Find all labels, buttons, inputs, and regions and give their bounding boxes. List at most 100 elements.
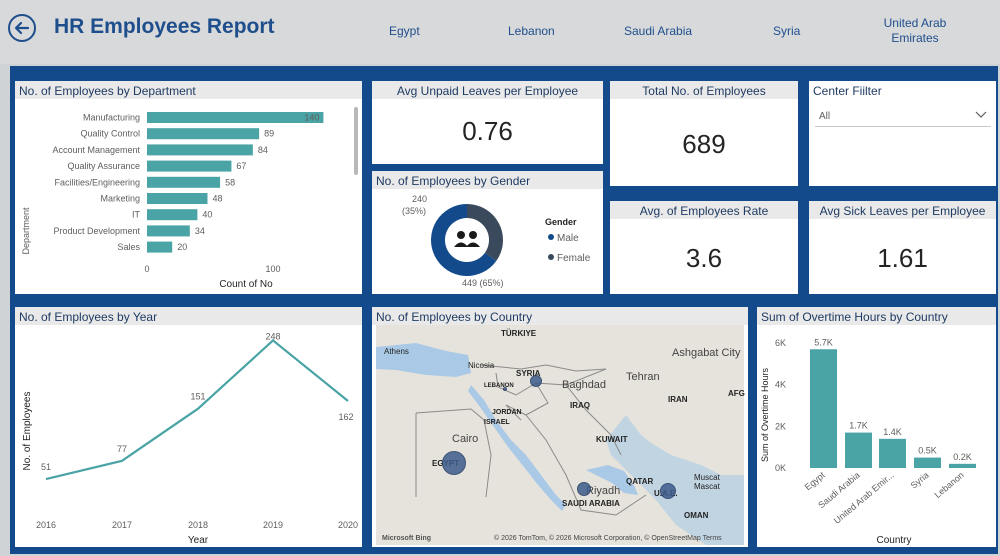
map-label-riyadh: Riyadh: [586, 485, 621, 497]
center-filter-value: All: [819, 111, 831, 122]
ot-bar[interactable]: [810, 349, 837, 468]
card-header: [15, 81, 362, 99]
dept-data-label: 40: [202, 210, 212, 220]
map-label-nicosia: Nicosia: [468, 361, 495, 370]
department-chart-title: No. of Employees by Department: [19, 84, 196, 98]
total-employees-title: Total No. of Employees: [642, 84, 766, 98]
male-legend-marker: [548, 234, 554, 240]
map-label-turkiye: TÜRKIYE: [501, 329, 537, 338]
dept-bar[interactable]: [147, 144, 253, 156]
center-filter-dropdown[interactable]: All: [815, 105, 991, 127]
map-bubble-egypt[interactable]: [442, 451, 466, 475]
report-header: HR Employees Report Egypt Lebanon Saudi …: [0, 0, 1000, 64]
dept-bar[interactable]: [147, 241, 173, 253]
sick-leaves-title: Avg Sick Leaves per Employee: [819, 204, 986, 218]
year-data-label: 151: [190, 392, 205, 402]
map-label-saudi-arabia: SAUDI ARABIA: [562, 499, 620, 508]
scrollbar[interactable]: [354, 107, 358, 175]
dept-bar[interactable]: [147, 209, 198, 221]
department-chart-card: No. of Employees by Department Departmen…: [15, 81, 362, 294]
map-label-athens: Athens: [384, 347, 409, 356]
year-chart-card: No. of Employees by Year No. of Employee…: [15, 307, 362, 547]
gender-chart-card: No. of Employees by Gender 240 (35%) 449…: [372, 171, 603, 294]
dept-data-label: 20: [177, 242, 187, 252]
ot-bar[interactable]: [914, 457, 941, 468]
tab-egypt[interactable]: Egypt: [389, 24, 420, 38]
dept-data-label: 34: [195, 226, 205, 236]
year-line-series[interactable]: [45, 338, 349, 481]
dept-x-tick-0: 0: [144, 264, 149, 274]
map-label-jordan: JORDAN: [492, 409, 522, 416]
map-label-baghdad: Baghdad: [562, 379, 607, 391]
department-bar-chart: Department Count of No 0 100 Manufacturi…: [21, 107, 358, 290]
map-bubble-syria[interactable]: [530, 375, 542, 387]
dept-data-label: 48: [212, 194, 222, 204]
card-header: [610, 81, 798, 99]
map-bubble-saudi-arabia[interactable]: [577, 482, 591, 496]
center-filter-title: Center Fiilter: [813, 84, 882, 98]
year-data-label: 77: [117, 444, 127, 454]
map-attribution[interactable]: © 2026 TomTom, © 2026 Microsoft Corporat…: [494, 535, 722, 542]
card-header: [610, 201, 798, 219]
card-header: [372, 171, 603, 189]
map-label-iran: IRAN: [668, 395, 688, 404]
map-canvas[interactable]: TÜRKIYE Athens Nicosia SYRIA LEBANON Bag…: [376, 325, 745, 545]
map-label-kuwait: KUWAIT: [596, 435, 628, 444]
ot-category-label: United Arab Emir...: [832, 470, 896, 526]
dept-category-label: Marketing: [100, 194, 140, 204]
ot-y-tick: 2K: [775, 421, 786, 431]
female-pct-label: (35%): [402, 206, 426, 216]
dept-bar[interactable]: [147, 193, 208, 204]
map-bubble-uae[interactable]: [660, 483, 676, 499]
unpaid-leaves-title: Avg Unpaid Leaves per Employee: [396, 84, 579, 98]
dept-bar[interactable]: [147, 160, 232, 172]
card-header: [15, 307, 362, 325]
dept-data-label: 58: [225, 177, 235, 187]
overtime-bar-chart: Sum of Overtime Hours Country 0K 2K 4K 6K 5.…: [760, 337, 976, 546]
dept-category-label: Sales: [117, 242, 140, 252]
dept-category-label: Quality Assurance: [67, 161, 140, 171]
map-label-syria: SYRIA: [516, 369, 541, 378]
year-x-tick: 2019: [263, 520, 283, 530]
ot-category-label: Egypt: [803, 470, 827, 493]
year-x-axis-title: Year: [188, 535, 209, 546]
year-x-tick: 2020: [338, 520, 358, 530]
dept-x-tick-100: 100: [265, 264, 280, 274]
ot-bar[interactable]: [845, 432, 872, 468]
year-line-chart: No. of Employees Year 51 2016 77 2017 151 201…: [22, 331, 358, 546]
dept-bar[interactable]: [147, 225, 190, 237]
gender-chart-title: No. of Employees by Gender: [376, 174, 531, 188]
ot-data-label: 1.4K: [883, 427, 902, 437]
card-header: [757, 307, 996, 325]
tab-uae[interactable]: United Arab Emirates: [883, 16, 947, 45]
dept-category-label: Quality Control: [80, 129, 140, 139]
ot-y-tick: 4K: [775, 380, 786, 390]
map-label-cairo: Cairo: [452, 433, 479, 445]
dept-bar[interactable]: [147, 112, 324, 123]
ot-bar[interactable]: [879, 438, 906, 468]
total-employees-card: Total No. of Employees 689: [610, 81, 798, 186]
map-label-oman: OMAN: [684, 511, 709, 520]
donut-slice-female[interactable]: [467, 204, 503, 261]
map-bubble-lebanon[interactable]: [503, 387, 507, 391]
tab-saudi-arabia[interactable]: Saudi Arabia: [624, 24, 693, 38]
unpaid-leaves-value: 0.76: [462, 116, 513, 146]
donut-slice-male[interactable]: [431, 204, 497, 276]
dept-category-label: Facilities/Engineering: [54, 177, 140, 187]
ot-data-label: 0.5K: [918, 446, 937, 456]
year-x-tick: 2017: [112, 520, 132, 530]
dept-x-axis-title: Count of No: [219, 279, 273, 290]
ot-bar[interactable]: [949, 463, 976, 468]
female-legend-marker: [548, 254, 554, 260]
back-arrow-icon[interactable]: [8, 14, 36, 42]
ot-category-label: Lebanon: [933, 470, 966, 500]
dept-bar[interactable]: [147, 176, 221, 188]
employees-rate-title: Avg. of Employees Rate: [639, 204, 769, 218]
tab-syria[interactable]: Syria: [773, 24, 801, 38]
year-x-tick: 2018: [188, 520, 208, 530]
legend-male-label: Male: [557, 233, 579, 244]
center-filter-slicer: Center Fiilter All: [809, 81, 996, 186]
tab-lebanon[interactable]: Lebanon: [508, 24, 555, 38]
year-data-label: 248: [265, 331, 280, 341]
dept-bar[interactable]: [147, 128, 260, 140]
